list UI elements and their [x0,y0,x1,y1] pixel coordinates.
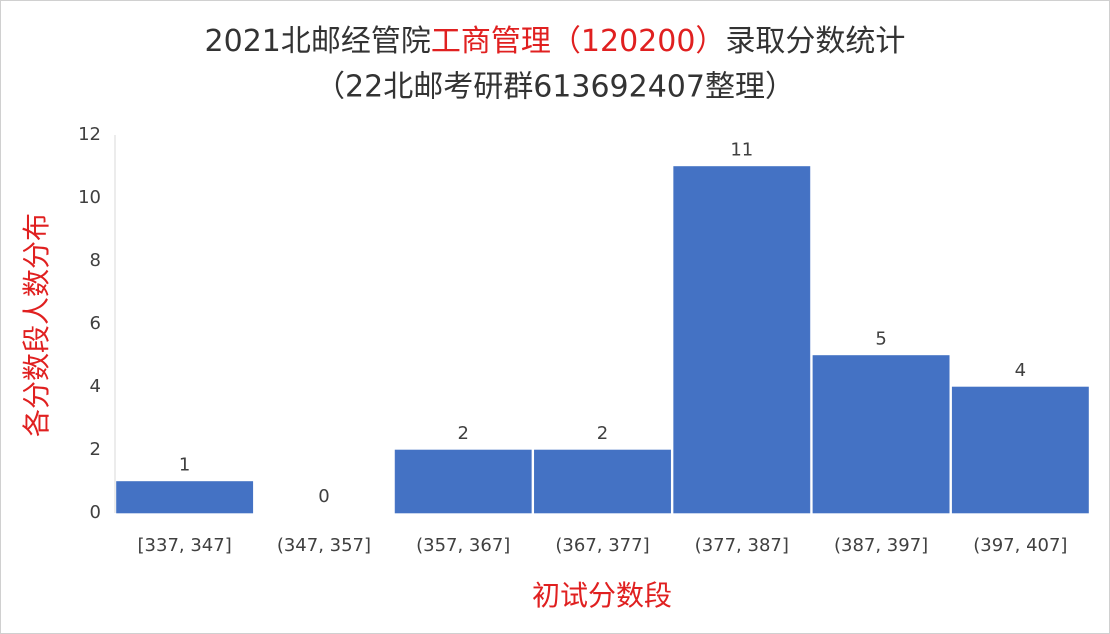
data-label: 1 [179,455,190,476]
chart-title: 2021北邮经管院工商管理（120200）录取分数统计 [205,24,906,59]
data-label: 2 [597,423,608,444]
x-tick-label: (347, 357] [277,535,371,556]
title-part: 2021北邮经管院 [205,24,431,59]
y-tick-label: 0 [90,502,101,523]
y-tick-label: 12 [78,124,101,145]
bar [116,481,254,514]
title-part: 录取分数统计 [725,24,905,59]
x-tick-label: (357, 367] [416,535,510,556]
title-part: 工商管理（120200） [431,24,726,59]
y-tick-label: 8 [90,250,101,271]
data-label: 4 [1015,360,1026,381]
data-label: 2 [457,423,468,444]
data-label: 0 [318,486,329,507]
bar [673,166,811,514]
y-tick-label: 10 [78,187,101,208]
bar [951,386,1089,514]
x-tick-label: [337, 347] [138,535,232,556]
bar [812,355,950,514]
y-tick-label: 2 [90,439,101,460]
x-tick-label: (377, 387] [695,535,789,556]
y-axis-label: 各分数段人数分布 [20,213,53,437]
y-tick-label: 6 [90,313,101,334]
y-tick-label: 4 [90,376,101,397]
bar [394,449,532,514]
x-axis-label: 初试分数段 [532,579,672,612]
bar [534,449,671,514]
data-label: 5 [875,329,886,350]
x-tick-label: (367, 377] [555,535,649,556]
data-label: 11 [730,140,753,161]
chart-subtitle: （22北邮考研群613692407整理） [315,70,795,105]
x-tick-label: (387, 397] [834,535,928,556]
x-tick-label: (397, 407] [973,535,1067,556]
